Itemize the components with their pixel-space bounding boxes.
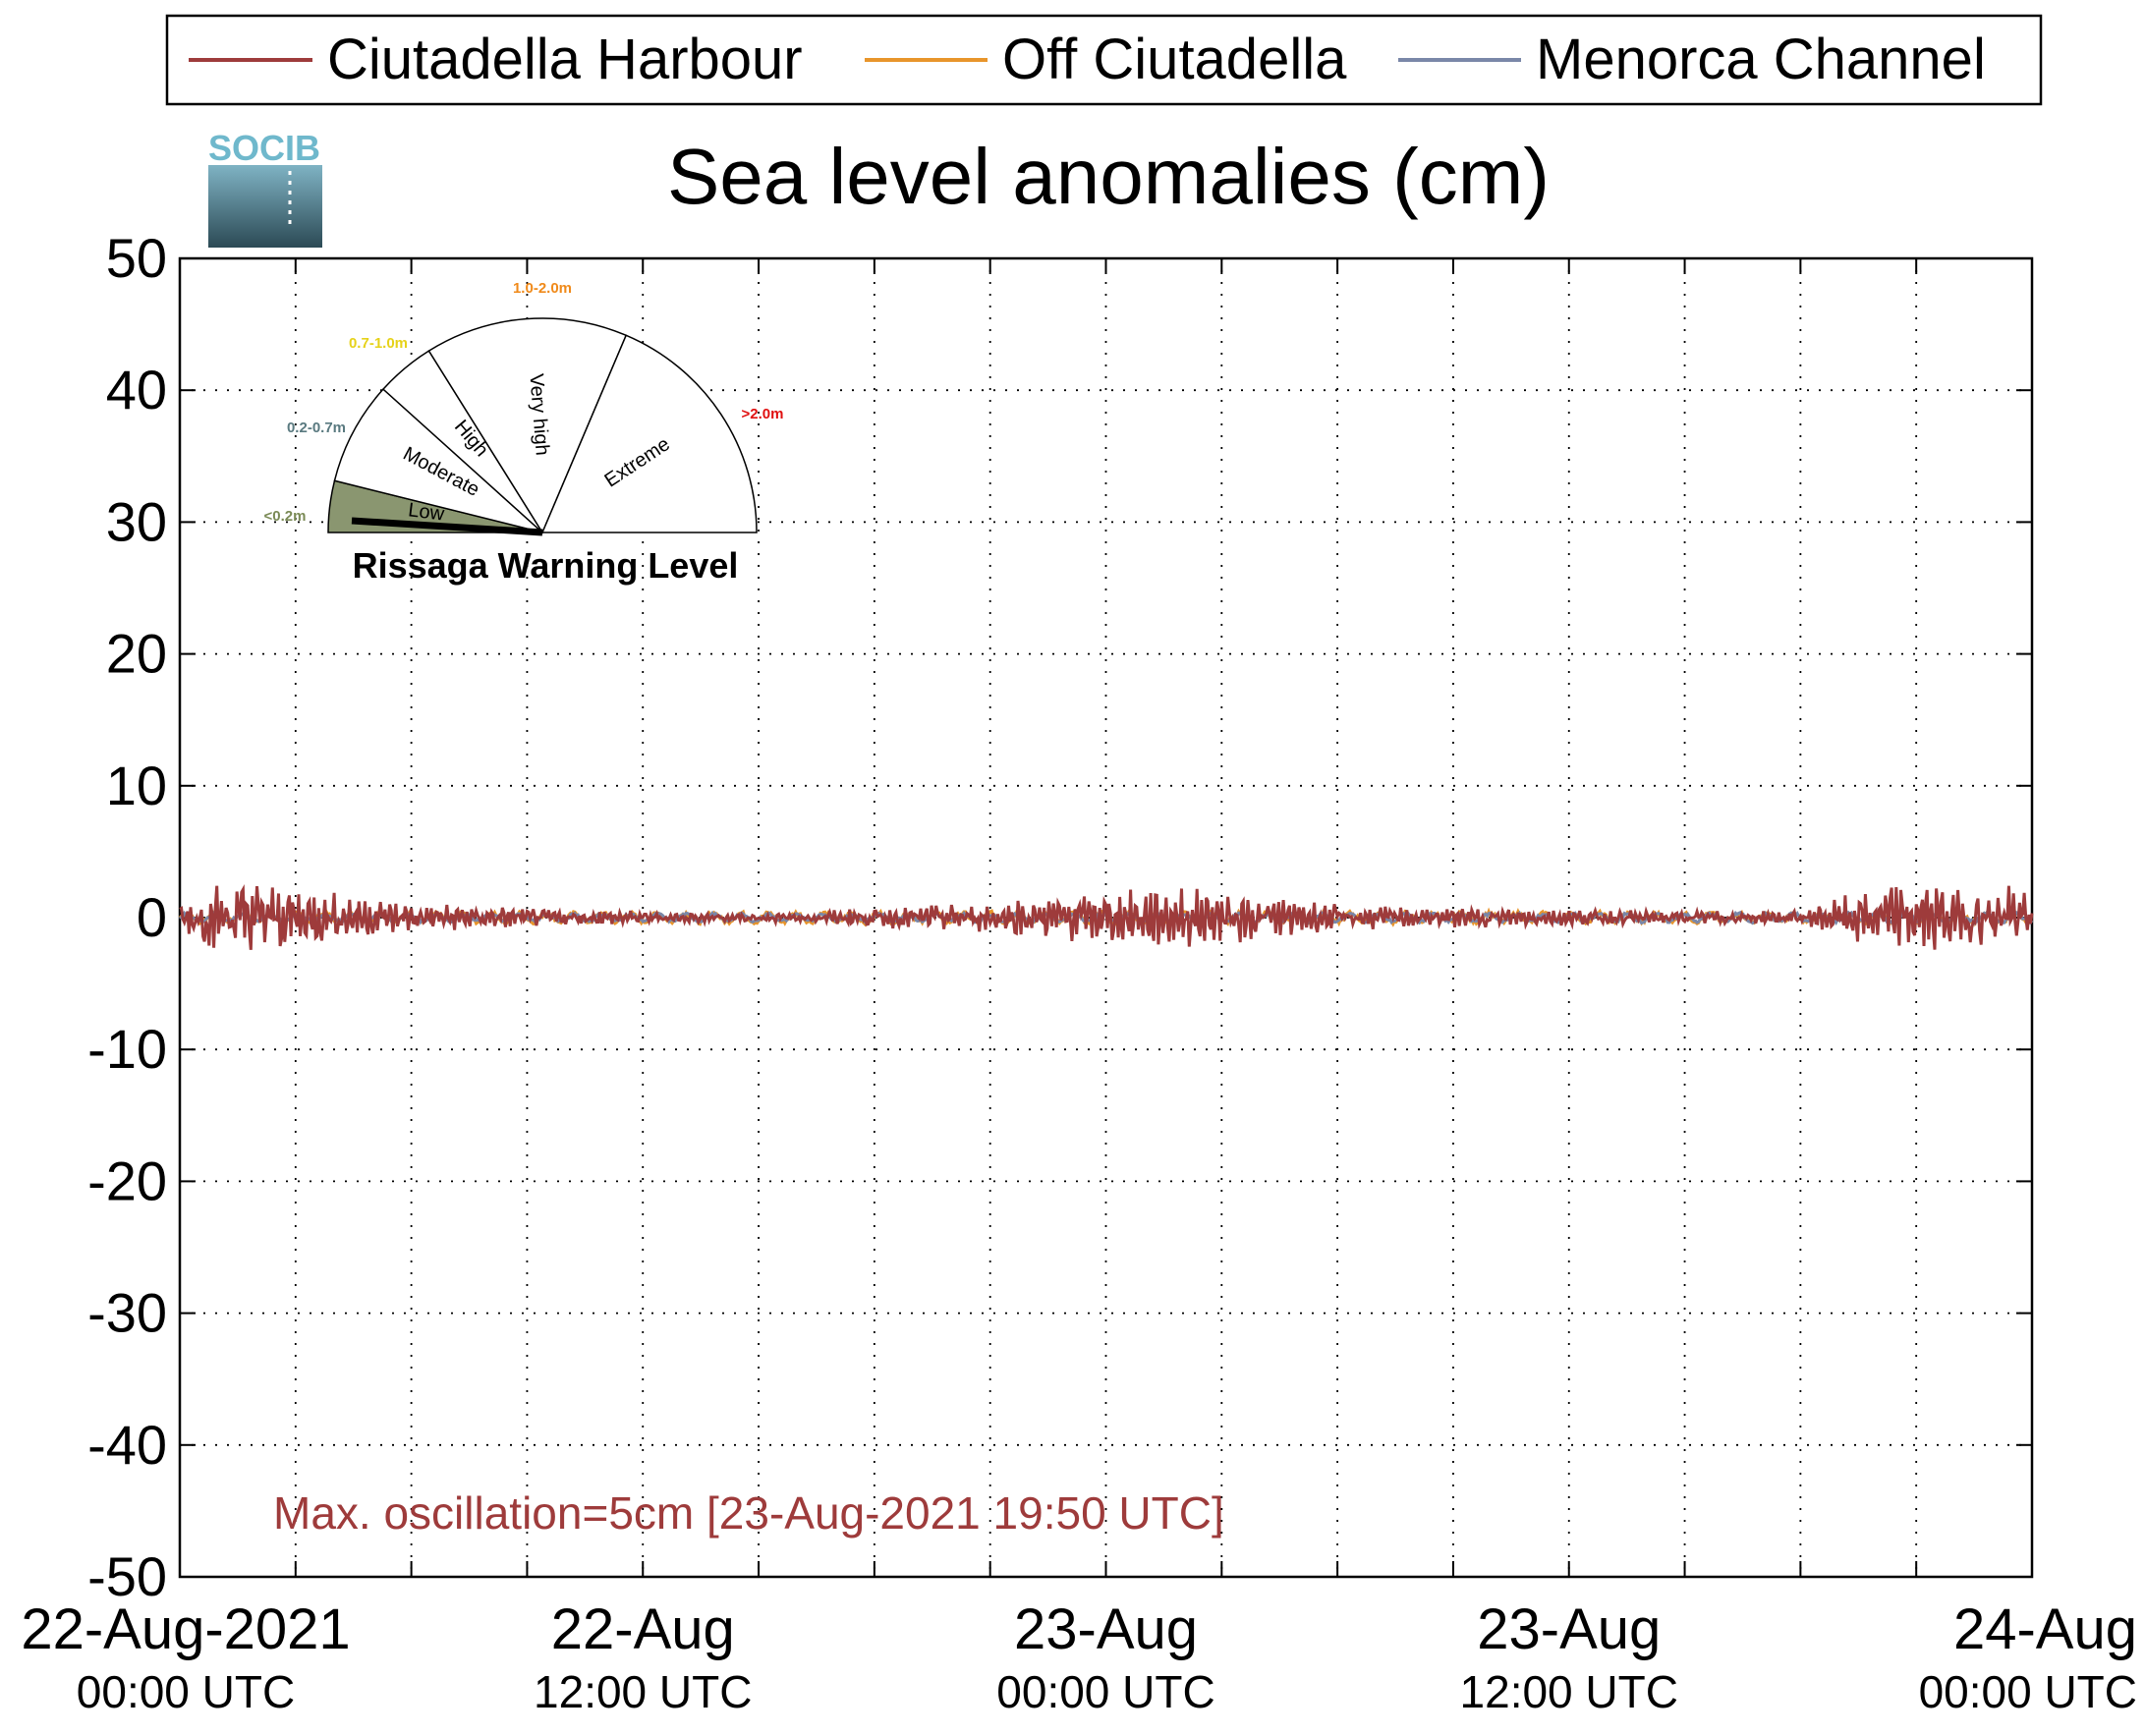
- x-tick-label-date: 24-Aug: [1953, 1597, 2137, 1661]
- gauge-sector-label: Low: [407, 499, 446, 525]
- x-tick-label-time: 00:00 UTC: [77, 1666, 295, 1717]
- y-tick-label: 50: [106, 227, 167, 289]
- gauge-range-label: 0.7-1.0m: [349, 335, 408, 352]
- legend-label-ciutadella-harbour: Ciutadella Harbour: [327, 28, 803, 91]
- socib-logo-graphic: [208, 165, 322, 248]
- max-oscillation-annotation: Max. oscillation=5cm [23-Aug-2021 19:50 …: [273, 1487, 1224, 1539]
- gauge-range-label: 1.0-2.0m: [513, 280, 572, 297]
- series-lines: [178, 884, 2034, 950]
- x-tick-label-date: 22-Aug: [551, 1597, 735, 1661]
- gauge-needle: [351, 517, 543, 536]
- series-line-ciutadella-harbour: [179, 884, 2034, 950]
- y-tick-label: -40: [87, 1414, 167, 1476]
- socib-logo-text: SOCIB: [208, 128, 320, 168]
- x-tick-label-time: 12:00 UTC: [534, 1666, 752, 1717]
- gauge-range-label: >2.0m: [742, 406, 784, 422]
- x-tick-label-time: 00:00 UTC: [996, 1666, 1214, 1717]
- gauge-sector-extreme: [540, 334, 758, 533]
- x-tick-label-time: 00:00 UTC: [1919, 1666, 2137, 1717]
- y-tick-label: -50: [87, 1545, 167, 1607]
- gauge-sector-moderate: [333, 388, 543, 533]
- y-tick-label: -20: [87, 1149, 167, 1211]
- legend-box: [165, 14, 2043, 106]
- legend-label-menorca-channel: Menorca Channel: [1536, 28, 1986, 91]
- x-tick-label-date: 23-Aug: [1014, 1597, 1198, 1661]
- chart-title: Sea level anomalies (cm): [667, 133, 1550, 220]
- y-tick-label: -10: [87, 1018, 167, 1080]
- y-tick-label: 30: [106, 490, 167, 552]
- y-axis-tick-labels: 50 40 30 20 10 0 -10 -20 -30 -40 -50: [87, 227, 167, 1607]
- y-tick-label: 10: [106, 755, 167, 816]
- legend: Ciutadella Harbour Off Ciutadella Menorc…: [165, 14, 2043, 106]
- gauge-range-label: 0.2-0.7m: [287, 420, 346, 436]
- x-tick-label-date: 23-Aug: [1477, 1597, 1661, 1661]
- gauge-title: Rissaga Warning Level: [353, 545, 739, 586]
- y-tick-label: -30: [87, 1282, 167, 1344]
- y-tick-label: 20: [106, 623, 167, 685]
- y-tick-label: 0: [137, 886, 167, 948]
- x-tick-label-time: 12:00 UTC: [1460, 1666, 1678, 1717]
- gauge-sector-very-high: [427, 317, 628, 534]
- x-tick-label-date: 22-Aug-2021: [21, 1597, 350, 1661]
- socib-logo: SOCIB: [208, 128, 322, 248]
- gauge-range-label: <0.2m: [264, 508, 307, 525]
- y-tick-label: 40: [106, 359, 167, 420]
- legend-label-off-ciutadella: Off Ciutadella: [1002, 28, 1347, 91]
